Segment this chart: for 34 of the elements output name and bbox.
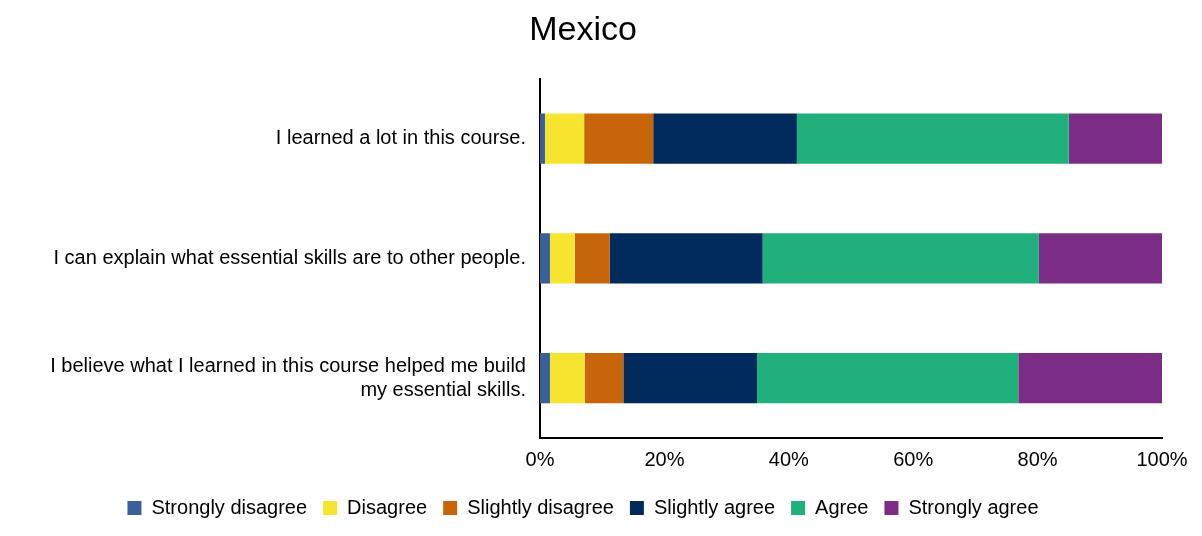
- bar: [757, 352, 1019, 404]
- bar: [1018, 352, 1162, 404]
- bar: [796, 113, 1069, 164]
- legend-label: Slightly agree: [653, 495, 776, 518]
- bar: [549, 233, 575, 284]
- bar: [549, 352, 585, 404]
- bar: [544, 113, 585, 164]
- bar: [574, 233, 610, 284]
- x-tick-label: 60%: [893, 447, 934, 470]
- legend-label: Strongly agree: [908, 495, 1039, 518]
- x-tick-label: 40%: [768, 447, 810, 470]
- y-tick-label: I can explain what essential skills are to other people.: [53, 245, 526, 268]
- legend-label: Slightly disagree: [467, 495, 614, 518]
- bar: [653, 113, 797, 164]
- chart-title: Mexico: [529, 8, 637, 47]
- bar: [540, 113, 545, 164]
- x-tick-label: 20%: [644, 447, 685, 470]
- bar: [1038, 233, 1162, 284]
- bar: [540, 352, 550, 404]
- legend-label: Strongly disagree: [151, 495, 308, 518]
- bar: [762, 233, 1039, 284]
- bar: [609, 233, 763, 284]
- y-tick-label: I believe what I learned in this course helped me build my essential skills.: [50, 353, 526, 400]
- x-tick-label: 0%: [525, 447, 555, 470]
- bar: [584, 352, 624, 404]
- bar: [623, 352, 758, 404]
- bar: [584, 113, 654, 164]
- bar: [540, 233, 550, 284]
- x-tick-label: 100%: [1136, 447, 1188, 470]
- legend-label: Agree: [815, 495, 869, 518]
- legend-label: Disagree: [347, 495, 428, 518]
- bar: [1068, 113, 1162, 164]
- y-tick-label: I learned a lot in this course.: [275, 126, 526, 149]
- x-tick-label: 80%: [1017, 447, 1058, 470]
